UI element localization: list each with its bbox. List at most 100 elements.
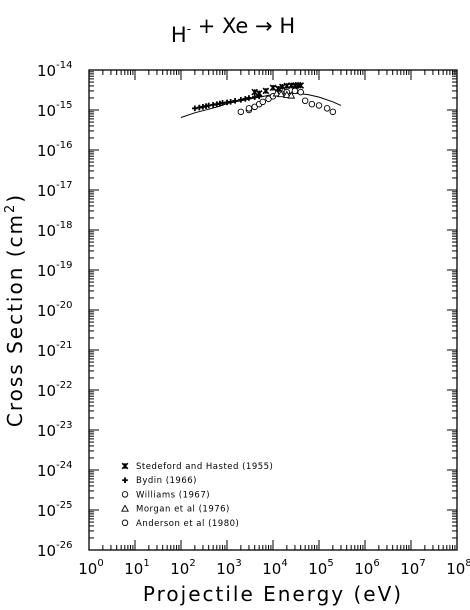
y-axis-label-close: ) (3, 193, 27, 203)
fit-curve (180, 92, 342, 118)
series-0 (251, 81, 305, 97)
data-point (291, 87, 299, 95)
y-tick-label: 10-16 (37, 140, 72, 160)
legend-label: Williams (1967) (136, 490, 210, 500)
y-tick-label: 10-14 (37, 60, 72, 80)
data-point (287, 91, 296, 99)
title-projectile: H (171, 23, 187, 47)
title-projectile-charge: - (187, 22, 191, 36)
y-tick-label: 10-22 (37, 380, 72, 400)
data-point (297, 88, 304, 96)
x-axis-label: Projectile Energy (eV) (143, 582, 403, 606)
x-axis-tick-labels: 100 101 102 103 104 105 106 107 108 (78, 558, 470, 578)
data-point (262, 87, 270, 95)
y-tick-label-exponent: -23 (56, 420, 72, 431)
title-target: Xe (222, 14, 248, 38)
y-tick-label: 10-19 (37, 260, 72, 280)
y-tick-label: 10-25 (37, 500, 72, 520)
legend-marker (121, 491, 129, 498)
x-tick-label-exponent: 4 (281, 558, 287, 569)
x-tick-label: 104 (262, 558, 287, 578)
y-tick-label-exponent: -24 (56, 460, 72, 471)
data-point (329, 108, 337, 116)
y-tick-label-exponent: -14 (56, 60, 72, 71)
data-point (308, 100, 316, 108)
y-tick-label-exponent: -22 (56, 380, 72, 391)
x-tick-label: 106 (354, 558, 379, 578)
x-tick-label-base: 10 (170, 560, 189, 578)
y-tick-label: 10-20 (37, 300, 72, 320)
x-tick-label-base: 10 (400, 560, 419, 578)
data-point (323, 105, 331, 112)
x-tick-label: 105 (308, 558, 333, 578)
x-tick-label-exponent: 0 (97, 558, 103, 569)
x-tick-label: 108 (446, 558, 470, 578)
y-axis-label-text: Cross Section (cm (3, 213, 27, 427)
y-tick-label-exponent: -16 (56, 140, 72, 151)
y-axis-tick-labels: 10-1410-1510-1610-1710-1810-1910-2010-21… (37, 60, 72, 560)
legend-entry: Williams (1967) (121, 490, 210, 500)
legend-entry: Bydin (1966) (122, 476, 196, 486)
y-tick-label-exponent: -15 (56, 100, 72, 111)
x-tick-label-exponent: 6 (373, 558, 379, 569)
y-tick-label: 10-24 (37, 460, 72, 480)
y-tick-label-base: 10 (37, 342, 56, 360)
x-tick-label: 107 (400, 558, 425, 578)
x-tick-label: 100 (78, 558, 103, 578)
y-axis-label: Cross Section (cm2) (3, 193, 27, 427)
y-tick-label-base: 10 (37, 102, 56, 120)
y-tick-label: 10-17 (37, 180, 72, 200)
x-tick-label-base: 10 (446, 560, 465, 578)
y-tick-label-base: 10 (37, 382, 56, 400)
legend-marker (121, 462, 129, 470)
data-point (297, 82, 305, 89)
x-tick-label-base: 10 (354, 560, 373, 578)
legend-label: Anderson et al (1980) (136, 519, 239, 529)
data-point (259, 98, 267, 106)
data-point (269, 84, 277, 92)
x-tick-label-base: 10 (78, 560, 97, 578)
y-tick-label-exponent: -26 (56, 540, 72, 551)
data-point (232, 97, 238, 104)
y-tick-label-base: 10 (37, 262, 56, 280)
y-tick-label-exponent: -25 (56, 500, 72, 511)
legend-entry: Morgan et al (1976) (121, 504, 230, 515)
x-tick-label: 102 (170, 558, 195, 578)
x-axis-ticks (88, 70, 458, 550)
legend-label: Morgan et al (1976) (136, 505, 230, 515)
y-tick-label-base: 10 (37, 462, 56, 480)
y-tick-label: 10-18 (37, 220, 72, 240)
y-axis-ticks (89, 69, 457, 551)
y-tick-label-base: 10 (37, 542, 56, 560)
y-axis-label-exponent: 2 (3, 203, 18, 213)
x-tick-label-exponent: 2 (189, 558, 195, 569)
data-point (272, 89, 281, 97)
title-plus: + (191, 14, 222, 38)
y-tick-label-exponent: -18 (56, 220, 72, 231)
y-tick-label-base: 10 (37, 62, 56, 80)
y-tick-label: 10-26 (37, 540, 72, 560)
series-3 (272, 89, 296, 99)
y-tick-label-exponent: -20 (56, 300, 72, 311)
x-tick-label-base: 10 (262, 560, 281, 578)
data-series (192, 81, 337, 116)
x-tick-label-exponent: 5 (327, 558, 333, 569)
data-point (282, 90, 291, 98)
y-tick-label-base: 10 (37, 422, 56, 440)
series-4 (237, 87, 337, 116)
data-point (256, 93, 262, 100)
y-tick-label-base: 10 (37, 182, 56, 200)
y-tick-label-exponent: -21 (56, 340, 72, 351)
x-tick-label-base: 10 (124, 560, 143, 578)
data-point (227, 99, 234, 105)
y-tick-label-base: 10 (37, 302, 56, 320)
data-point (238, 96, 244, 103)
y-tick-label-base: 10 (37, 222, 56, 240)
chart-title: H- + Xe → H (171, 14, 295, 47)
y-tick-label-base: 10 (37, 502, 56, 520)
x-tick-label-base: 10 (308, 560, 327, 578)
series-1 (192, 93, 262, 112)
y-tick-label: 10-21 (37, 340, 72, 360)
legend-entry: Anderson et al (1980) (121, 519, 239, 529)
x-tick-label-exponent: 8 (465, 558, 470, 569)
